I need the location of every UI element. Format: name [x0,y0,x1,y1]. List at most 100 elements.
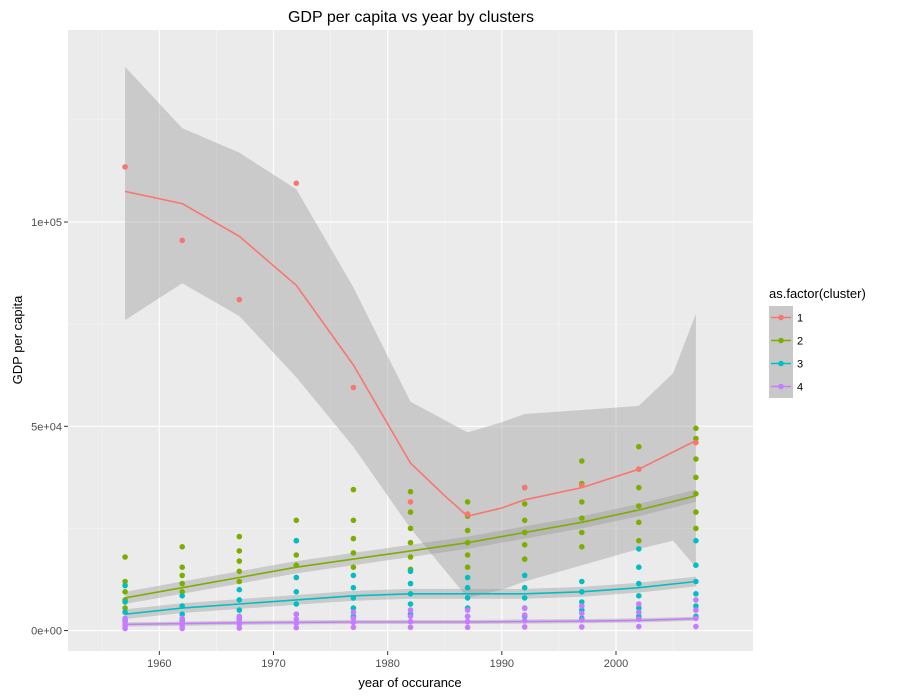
data-point-cluster-4 [293,616,300,622]
data-point-cluster-2 [636,503,642,509]
data-point-cluster-2 [350,535,357,542]
data-point-cluster-2 [693,509,699,515]
data-point-cluster-4 [350,615,357,622]
data-point-cluster-2 [179,580,185,587]
data-point-cluster-3 [464,584,471,591]
data-point-cluster-2 [521,556,528,562]
data-point-cluster-3 [407,580,414,587]
data-point-cluster-2 [236,548,243,554]
data-point-cluster-2 [521,517,528,524]
data-point-cluster-4 [636,609,642,615]
legend-key-point [778,383,784,390]
data-point-cluster-2 [350,517,357,524]
y-axis-ticks: 0e+00 5e+04 1e+05 [31,217,68,638]
data-point-cluster-2 [579,499,585,505]
data-point-cluster-2 [407,509,414,515]
data-point-cluster-3 [350,605,357,611]
data-point-cluster-2 [521,542,528,548]
data-point-cluster-3 [521,595,528,601]
data-point-cluster-3 [293,601,300,607]
data-point-cluster-4 [636,623,642,630]
data-point-cluster-1 [236,296,243,303]
data-point-cluster-2 [236,533,243,540]
data-point-cluster-4 [636,601,642,607]
legend-key-point [778,314,784,321]
data-point-cluster-2 [636,519,642,526]
data-point-cluster-2 [579,544,585,550]
legend-label-4: 4 [797,382,803,394]
data-point-cluster-4 [236,617,243,624]
data-point-cluster-2 [236,568,243,575]
data-point-cluster-3 [636,593,642,599]
legend: as.factor(cluster) 1 2 3 4 [769,286,866,398]
data-point-cluster-2 [122,605,128,611]
data-point-cluster-4 [350,624,357,631]
data-point-cluster-4 [122,625,128,632]
x-tick-label: 1980 [375,658,399,670]
data-point-cluster-3 [179,611,185,617]
data-point-cluster-4 [693,607,699,613]
smooth-line-1 [124,190,697,517]
legend-label-3: 3 [797,359,803,371]
data-point-cluster-4 [293,611,300,617]
data-point-cluster-2 [464,552,471,558]
smooth-lines [124,190,697,626]
x-tick-label: 1960 [147,658,171,670]
data-point-cluster-3 [350,584,357,591]
data-point-cluster-2 [179,544,185,550]
data-point-cluster-3 [293,537,300,544]
data-point-cluster-1 [293,180,300,186]
x-tick-label: 1990 [490,658,514,670]
data-point-cluster-3 [636,605,642,611]
data-point-cluster-4 [579,610,585,617]
data-point-cluster-4 [579,603,585,609]
data-point-cluster-3 [464,595,471,601]
data-point-cluster-2 [693,456,699,462]
data-point-cluster-3 [693,537,699,544]
data-point-cluster-4 [521,624,528,630]
data-point-cluster-2 [236,578,243,585]
data-point-cluster-1 [122,164,128,170]
data-point-cluster-2 [693,474,699,481]
y-tick-label: 1e+05 [31,217,62,229]
y-axis-title: GDP per capita [10,295,25,384]
data-point-cluster-2 [350,550,357,556]
data-point-cluster-4 [407,624,414,631]
data-point-cluster-3 [521,572,528,579]
data-point-cluster-2 [636,484,642,491]
x-axis-ticks: 1960 1970 1980 1990 2000 [147,651,628,670]
grid [68,30,753,651]
data-point-cluster-3 [236,597,243,603]
x-tick-label: 1970 [261,658,285,670]
confidence-band-3 [125,576,696,620]
smooth-line-2 [124,495,697,599]
data-point-cluster-2 [693,525,699,532]
data-point-cluster-3 [636,546,642,552]
data-point-cluster-2 [179,572,185,579]
data-point-cluster-3 [236,586,243,593]
data-point-cluster-2 [521,501,528,507]
data-point-cluster-4 [521,605,528,611]
data-point-cluster-3 [122,582,128,589]
data-point-cluster-2 [350,486,357,493]
data-point-cluster-2 [636,443,642,450]
legend-key-point [778,337,784,344]
data-point-cluster-3 [693,562,699,568]
data-point-cluster-4 [464,613,471,620]
data-point-cluster-2 [122,554,128,560]
legend-key-point [778,360,784,367]
data-point-cluster-3 [350,572,357,579]
data-point-cluster-2 [179,589,185,595]
data-point-cluster-4 [350,609,357,615]
data-point-cluster-2 [407,525,414,532]
data-point-cluster-2 [407,488,414,495]
data-point-cluster-2 [579,529,585,536]
data-point-cluster-3 [293,589,300,595]
y-tick-label: 0e+00 [31,626,62,638]
data-point-cluster-4 [122,615,128,622]
data-point-cluster-1 [179,237,185,244]
data-point-cluster-2 [636,537,642,544]
data-point-cluster-2 [350,564,357,570]
data-point-cluster-2 [407,539,414,546]
